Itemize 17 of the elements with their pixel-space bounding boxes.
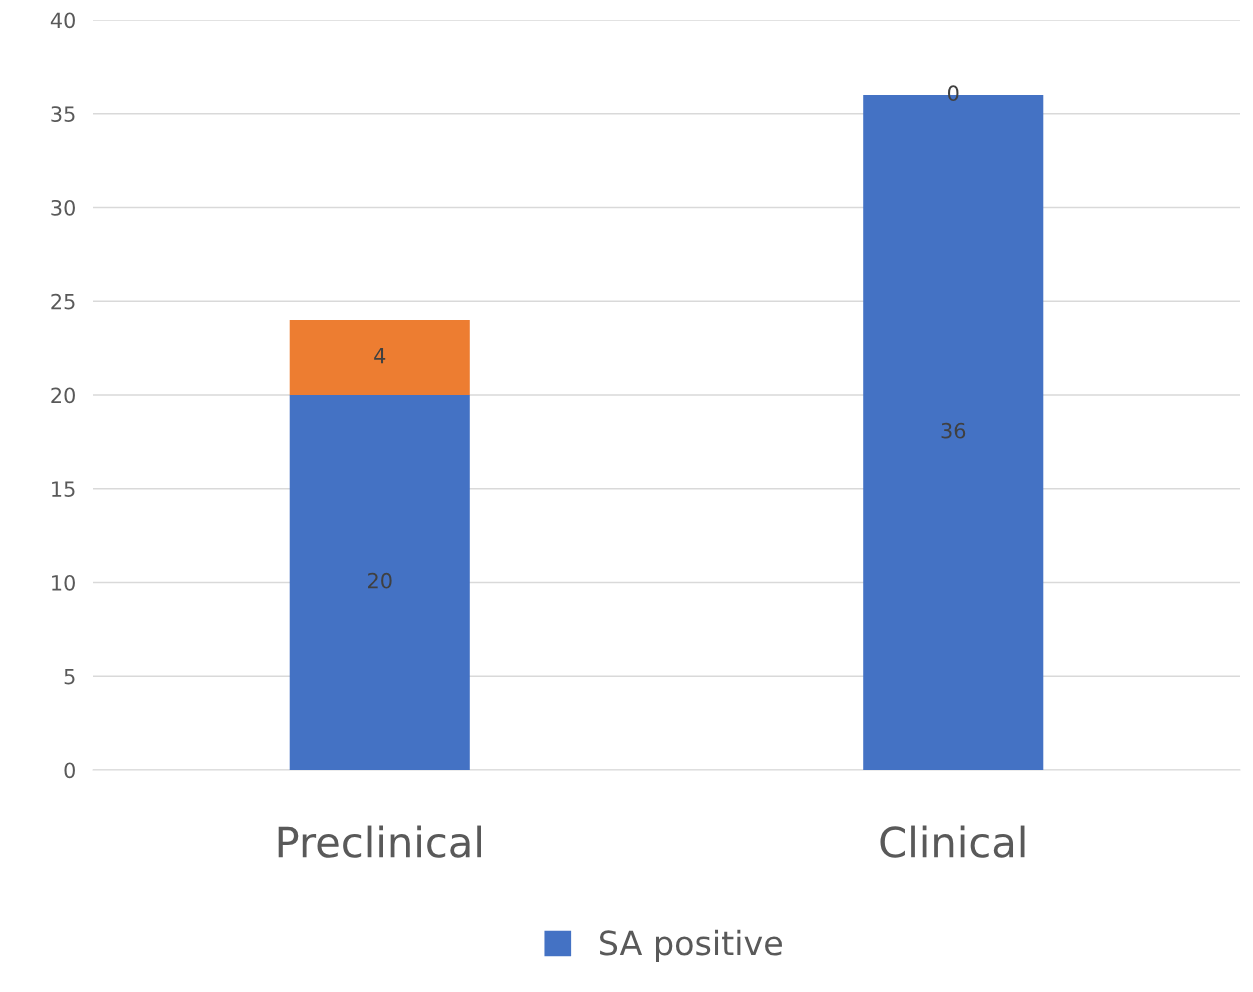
- y-tick-label: 5: [64, 668, 75, 685]
- data-label: 20: [368, 572, 392, 589]
- y-tick-label: 40: [50, 12, 75, 29]
- y-tick-label: 30: [51, 199, 75, 216]
- legend-label: SA positive: [599, 929, 782, 962]
- data-label: 4: [374, 348, 386, 364]
- y-tick-label: 20: [51, 387, 75, 404]
- y-tick-label: 10: [52, 574, 75, 591]
- data-label: 36: [941, 422, 966, 439]
- x-tick-label: Preclinical: [278, 825, 481, 858]
- x-tick-label: Clinical: [880, 825, 1025, 858]
- bar: [289, 320, 470, 395]
- y-tick-label: 25: [51, 293, 75, 310]
- y-tick-label: 35: [51, 106, 75, 122]
- bar: [289, 395, 470, 770]
- y-tick-label: 15: [52, 481, 75, 497]
- y-tick-label: 0: [64, 762, 75, 779]
